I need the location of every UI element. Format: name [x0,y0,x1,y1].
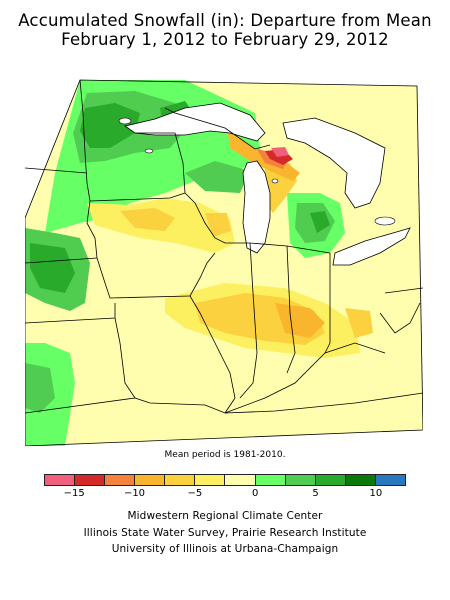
credit-mrcc: Midwestern Regional Climate Center [127,510,323,522]
map-frame [25,53,423,446]
border-tn [204,392,423,414]
border-ky [224,342,386,414]
border-mn-wi [135,132,186,194]
snowfall-departure-map [25,53,423,446]
domain-outline [25,79,423,446]
border-mo-il [189,295,236,414]
credit-uiuc: University of Illinois at Urbana-Champai… [111,543,339,555]
region-below-ohio [345,308,373,338]
small-lakes [118,117,396,226]
legend-swatch [255,475,286,485]
legend-swatch [225,475,256,485]
region-record-below-up [271,147,289,157]
border-mn-nd [79,79,91,202]
border-sd-mn-ia [86,200,98,259]
border-oh-pa [324,253,331,354]
border-ks-mo [114,317,206,406]
border-mi-wi-up [164,107,271,150]
small-lake [144,148,154,154]
credit-isws: Illinois State Water Survey, Prairie Res… [83,527,367,539]
region-below-wi [205,213,231,237]
border-wv [379,302,421,334]
legend-swatch [105,475,136,485]
legend-swatch [195,475,226,485]
map-date-range: February 1, 2012 to February 29, 2012 [61,30,389,49]
border-pa [384,287,423,294]
border-mi-oh [286,245,331,254]
border-wi-il [184,192,250,244]
region-above-normal-sw-core [25,363,55,413]
border-in-mi [249,242,288,247]
lake-st-clair [374,216,396,226]
state-boundaries [25,79,423,414]
color-legend [44,474,406,486]
legend-tick-label: 5 [312,488,319,499]
legend-tick-label: 0 [251,488,259,499]
region-below-iowa-core [120,208,175,231]
small-lake [118,117,132,125]
region-well-above-mi [310,211,330,233]
legend-swatch [285,475,316,485]
legend-swatch [45,475,76,485]
legend-swatch [75,475,106,485]
region-well-below-indiana [275,303,325,338]
border-in-oh [286,245,296,374]
lake-michigan [242,160,271,254]
region-above-normal-wi [185,161,250,193]
legend-tick-label: −5 [187,488,203,499]
legend-swatch [375,475,405,485]
mean-period-note: Mean period is 1981-2010. [164,450,286,460]
lake-huron [282,117,386,209]
border-ks-ok [25,397,136,414]
border-ia-il [189,252,216,297]
border-il-in [239,242,258,399]
lake-erie [332,227,411,266]
legend-tick-label: −10 [123,488,146,499]
map-title: Accumulated Snowfall (in): Departure fro… [18,11,432,30]
outside-domain [25,53,80,218]
border-nd-sd [25,167,88,174]
region-well-above-west [30,243,75,293]
region-well-above-mn [80,103,140,148]
small-lake [271,178,279,184]
legend-swatch [135,475,166,485]
legend-tick-label: 10 [369,488,383,499]
border-sd-ne [25,257,98,264]
border-ia-mo [96,257,191,299]
legend-swatch [165,475,196,485]
legend-swatch [345,475,376,485]
legend-swatch [315,475,346,485]
legend-tick-label: −15 [63,488,85,499]
border-mn-ia [89,192,186,202]
